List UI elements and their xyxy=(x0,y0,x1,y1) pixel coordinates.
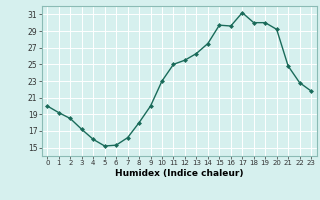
X-axis label: Humidex (Indice chaleur): Humidex (Indice chaleur) xyxy=(115,169,244,178)
